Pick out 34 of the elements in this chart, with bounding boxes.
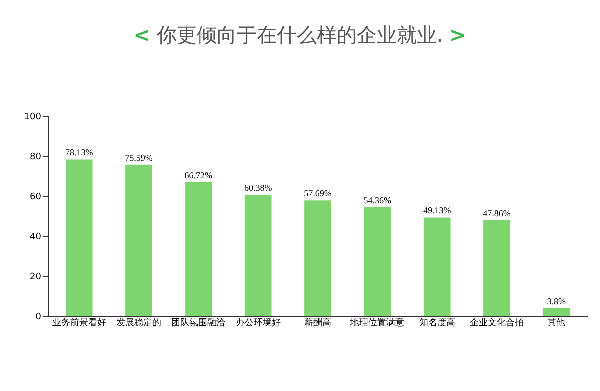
x-tick-label: 办公环境好 (236, 318, 281, 328)
x-tick-label: 发展稳定的 (116, 318, 162, 328)
data-label: 57.69% (304, 188, 332, 199)
bar (304, 200, 332, 316)
data-label: 78.13% (65, 148, 94, 158)
x-tick-label: 业务前景看好 (52, 318, 106, 328)
bar (126, 164, 152, 316)
bar (185, 182, 212, 316)
data-label: 49.13% (423, 206, 452, 216)
y-tick-label: 0 (36, 312, 42, 322)
data-label: 66.72% (184, 170, 214, 181)
x-tick-label: 企业文化合拍 (470, 318, 524, 328)
data-label: 47.86% (483, 208, 512, 218)
chart-title: < 你更倾向于在什么样的企业就业. > (134, 23, 466, 47)
data-label: 60.38% (244, 183, 273, 194)
x-tick-label: 其他 (548, 318, 566, 328)
data-label: 75.59% (125, 152, 154, 163)
y-tick-label: 80 (30, 152, 42, 162)
bar (364, 207, 392, 316)
bar (66, 160, 93, 316)
x-tick-label: 地理位置满意 (350, 318, 405, 328)
y-tick-label: 60 (30, 192, 42, 202)
bar (543, 308, 570, 316)
x-tick-label: 知名度高 (419, 318, 456, 328)
data-label: 54.36% (364, 195, 392, 206)
y-tick-label: 100 (24, 112, 42, 122)
bar (424, 218, 451, 316)
bar (244, 195, 272, 316)
x-tick-label: 薪酬高 (304, 318, 332, 328)
y-tick-label: 40 (30, 232, 42, 242)
x-tick-label: 团队氛围融洽 (172, 318, 226, 328)
bar (484, 220, 510, 316)
y-tick-label: 20 (30, 272, 42, 282)
data-label: 3.8% (547, 296, 567, 306)
